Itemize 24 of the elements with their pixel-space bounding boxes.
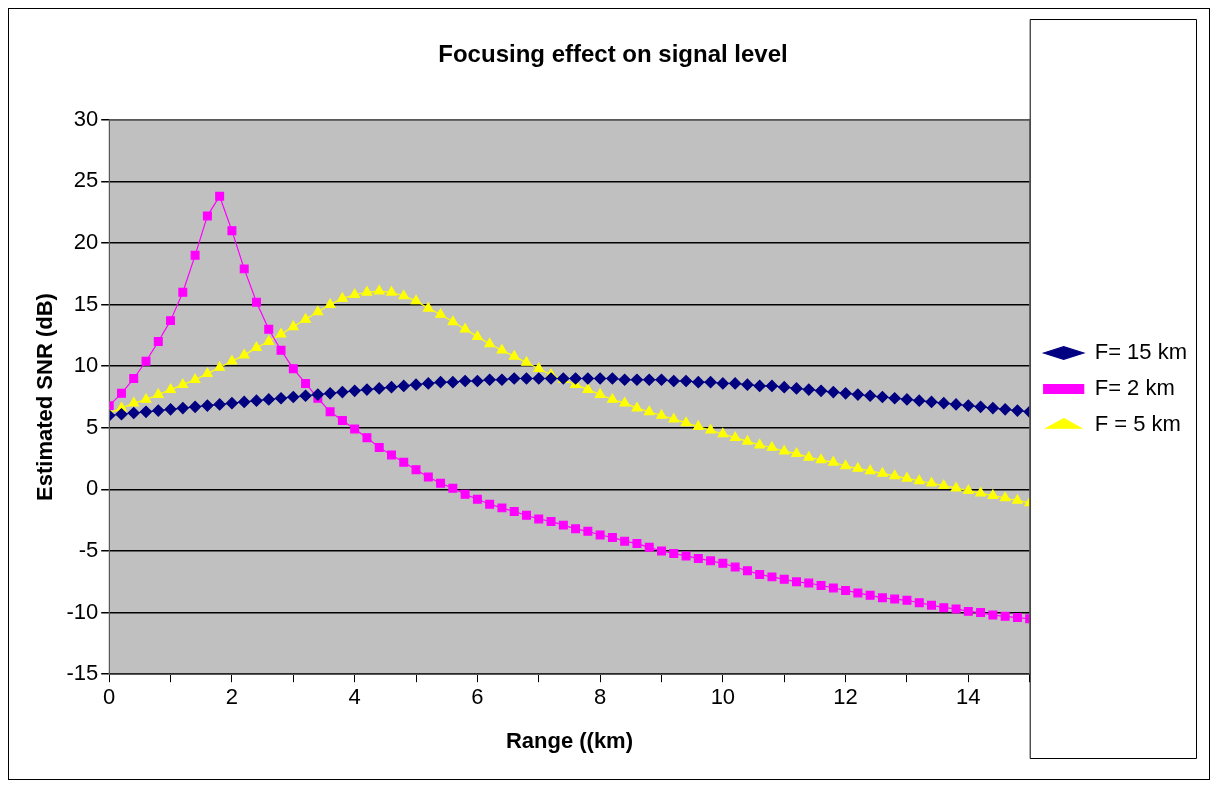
y-tick-label: 0 — [85, 475, 99, 501]
chart-title: Focusing effect on signal level — [438, 40, 788, 68]
y-tick-label: -15 — [66, 660, 99, 686]
x-axis-title: Range ((km) — [505, 727, 634, 753]
legend-label: F= 2 km — [1094, 375, 1175, 401]
x-tick-label: 8 — [594, 684, 607, 710]
y-tick-label: 10 — [73, 352, 99, 378]
y-tick-label: 20 — [73, 229, 99, 255]
x-tick-label: 10 — [710, 684, 736, 710]
x-tick-label: 12 — [833, 684, 858, 710]
legend-label: F= 15 km — [1094, 339, 1187, 365]
y-tick-label: 25 — [73, 167, 99, 193]
y-tick-label: 15 — [73, 290, 99, 316]
y-tick-label: -5 — [78, 537, 99, 563]
x-tick-label: 4 — [348, 684, 361, 710]
x-tick-label: 14 — [956, 684, 981, 710]
x-tick-label: 2 — [225, 684, 239, 710]
y-tick-label: -10 — [66, 598, 99, 624]
x-tick-label: 6 — [471, 684, 484, 710]
y-tick-label: 30 — [73, 105, 99, 131]
y-axis-title: Estimated SNR (dB) — [32, 293, 58, 501]
y-tick-label: 5 — [85, 413, 99, 439]
x-tick-label: 0 — [103, 684, 116, 710]
legend-label: F = 5 km — [1094, 411, 1181, 437]
